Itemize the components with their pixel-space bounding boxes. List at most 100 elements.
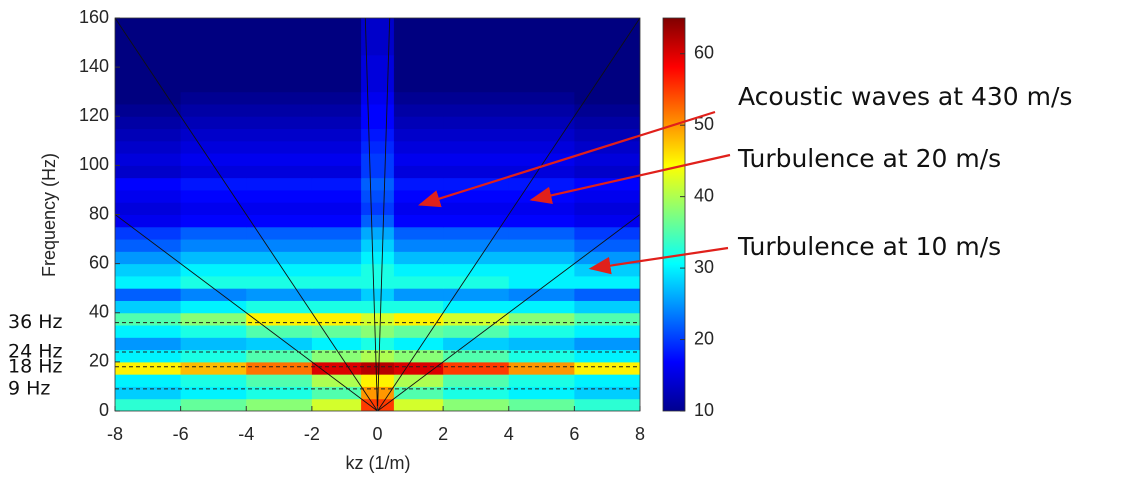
heat-cell (180, 337, 247, 351)
annotation-arrow (529, 153, 731, 204)
heat-cell (574, 140, 640, 154)
heat-cell (361, 140, 395, 154)
heat-cell (311, 103, 362, 117)
heat-cell (508, 374, 575, 387)
x-tick-label: 6 (569, 424, 579, 444)
heat-cell (361, 153, 395, 166)
heat-cell (574, 288, 640, 301)
x-axis-label: kz (1/m) (346, 453, 411, 473)
heat-cell (361, 91, 395, 105)
heat-cell (311, 263, 362, 277)
heat-cell (115, 288, 182, 301)
heat-cell (246, 300, 313, 314)
heat-cell (443, 325, 510, 338)
heat-cell (180, 79, 247, 93)
heat-cell (180, 226, 247, 240)
heat-cell (574, 116, 640, 130)
heat-cell (115, 177, 182, 191)
y-tick-label: 80 (89, 203, 109, 223)
heat-cell (115, 312, 182, 326)
heat-cell (246, 153, 313, 166)
heat-cell (574, 312, 640, 326)
heat-cell (311, 116, 362, 130)
heat-cell (180, 177, 247, 191)
heat-cell (574, 91, 640, 105)
heat-cell (508, 91, 575, 105)
heat-cell (508, 325, 575, 338)
heat-cell (246, 214, 313, 228)
heat-cell (508, 251, 575, 265)
heat-cell (508, 288, 575, 301)
heat-cell (246, 30, 313, 44)
heat-cell (246, 361, 313, 375)
heat-cell (246, 202, 313, 215)
heat-cell (574, 42, 640, 56)
heat-cell (508, 103, 575, 117)
heat-cell (115, 67, 182, 80)
heat-cell (574, 374, 640, 387)
heat-cell (180, 263, 247, 277)
heat-cell (246, 67, 313, 80)
heat-cell (443, 374, 510, 387)
heat-cell (574, 300, 640, 314)
heat-cell (115, 103, 182, 117)
heat-cell (508, 67, 575, 80)
velocity-line (115, 214, 378, 411)
heat-cell (311, 54, 362, 68)
heat-cell (361, 361, 395, 375)
heat-cell (574, 153, 640, 166)
heat-cell (246, 275, 313, 289)
heat-cell (246, 337, 313, 351)
heat-cell (115, 226, 182, 240)
heat-cell (180, 202, 247, 215)
heat-cell (443, 398, 510, 411)
heat-cell (508, 398, 575, 411)
heat-cell (246, 398, 313, 411)
heat-cell (361, 300, 395, 314)
heat-cell (361, 337, 395, 351)
heat-cell (246, 251, 313, 265)
heat-cell (311, 239, 362, 252)
heat-cell (311, 165, 362, 179)
heat-cell (115, 30, 182, 44)
heat-cell (180, 189, 247, 203)
heat-cell (443, 275, 510, 289)
heat-cell (361, 202, 395, 215)
heat-cell (311, 67, 362, 80)
heat-cell (180, 398, 247, 411)
annotation-text: Turbulence at 10 m/s (737, 232, 1001, 261)
heat-cell (393, 226, 444, 240)
heat-cell (180, 116, 247, 130)
heat-cell (361, 54, 395, 68)
x-tick-label: 8 (635, 424, 645, 444)
heat-cell (246, 103, 313, 117)
heat-cell (180, 361, 247, 375)
heat-cell (115, 91, 182, 105)
annotation-arrow (418, 110, 716, 208)
heat-cell (443, 263, 510, 277)
heat-cell (311, 251, 362, 265)
heat-cell (574, 103, 640, 117)
heat-cell (508, 153, 575, 166)
heat-cell (443, 30, 510, 44)
heat-cell (361, 251, 395, 265)
heat-cell (246, 140, 313, 154)
heat-cell (361, 79, 395, 93)
heat-cell (311, 18, 362, 31)
heat-cell (180, 288, 247, 301)
heat-cell (393, 361, 444, 375)
heat-cell (311, 189, 362, 203)
heat-cell (393, 263, 444, 277)
heat-cell (574, 128, 640, 142)
heat-cell (443, 202, 510, 215)
heat-cell (393, 398, 444, 411)
heat-cell (180, 54, 247, 68)
heat-cell (574, 325, 640, 338)
heat-cell (115, 153, 182, 166)
heat-cell (443, 140, 510, 154)
heat-cell (361, 18, 395, 31)
heat-cell (393, 128, 444, 142)
heat-cell (180, 30, 247, 44)
heat-cell (393, 30, 444, 44)
heat-cell (393, 239, 444, 252)
